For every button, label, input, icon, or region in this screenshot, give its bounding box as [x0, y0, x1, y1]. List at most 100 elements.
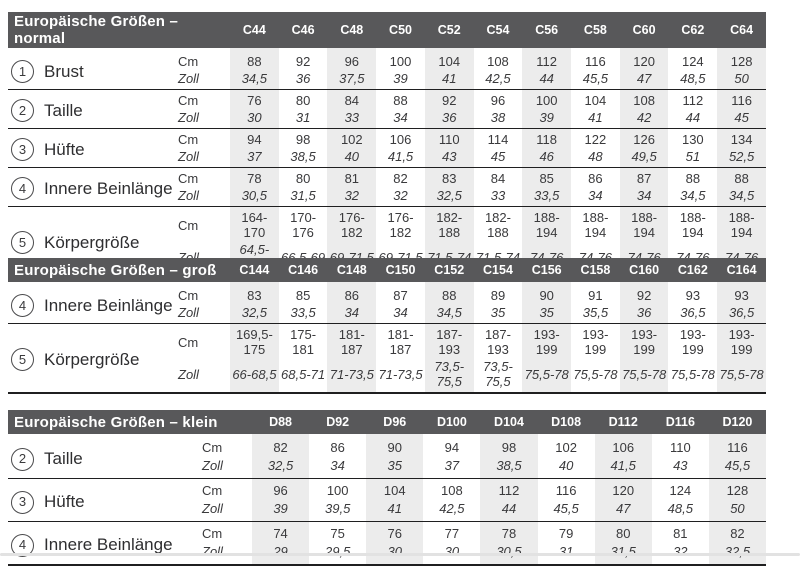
column-header: C152: [424, 258, 474, 282]
value-cell: 80: [594, 521, 652, 543]
value-cell: 77: [444, 526, 460, 541]
column-header: D120: [708, 410, 766, 434]
value-cell: 75,5-78: [670, 366, 715, 382]
value-cell: 34: [588, 188, 603, 203]
value-cell: 120: [594, 478, 652, 500]
unit-label: Cm: [178, 54, 199, 69]
column-header: C62: [668, 12, 718, 48]
value-cell: 112: [522, 48, 572, 70]
table-sizes-normal: Europäische Größen – normal C44 C46 C48 C50 C…: [8, 12, 766, 277]
column-header: C50: [376, 12, 425, 48]
value-cell: 42: [619, 109, 669, 129]
value-cell: 94: [444, 440, 460, 455]
column-header: C144: [230, 258, 279, 282]
row-label-cell: 4 Innere Beinlänge: [8, 168, 176, 207]
column-header: D92: [309, 410, 367, 434]
value-cell: 124: [669, 483, 692, 498]
value-cell: 45: [717, 109, 766, 129]
row-label-cell: 5 Körpergröße: [8, 207, 176, 277]
column-header: D96: [366, 410, 424, 434]
column-header: D104: [480, 410, 538, 434]
row-label: Innere Beinlänge: [44, 179, 173, 198]
value-cell: 45,5: [708, 457, 766, 479]
value-cell: 41: [366, 500, 424, 522]
row-label-cell: 5 Körpergröße: [8, 324, 176, 394]
value-cell: 187-193: [424, 323, 474, 358]
table-sizes-gross: Europäische Größen – groß C144 C146 C148 C15…: [8, 258, 766, 394]
value-cell: 73,5-75,5: [424, 358, 474, 393]
value-cell: 37: [444, 458, 460, 473]
row-label: Innere Beinlänge: [44, 535, 173, 554]
row-label: Körpergröße: [44, 350, 140, 369]
value-cell: 34,5: [717, 187, 766, 207]
measurement-row-group: 4 Innere Beinlänge Cm 78 80 81 82 83 84 85 86 87 88 8…: [8, 167, 766, 207]
value-cell: 35,5: [582, 305, 609, 320]
value-cell: 108: [619, 89, 669, 109]
value-cell: 44: [685, 110, 701, 125]
value-cell: 31: [295, 110, 311, 125]
value-cell: 37,5: [327, 70, 377, 90]
unit-label: Cm: [178, 132, 199, 147]
size-table: Europäische Größen – groß C144 C146 C148 C15…: [8, 258, 766, 394]
value-cell: 46: [522, 148, 572, 168]
value-cell: 108: [487, 54, 509, 69]
value-cell: 66-68,5: [230, 358, 279, 393]
value-cell: 38,5: [480, 457, 538, 479]
unit-label: Cm: [178, 334, 199, 350]
value-cell: 92: [619, 282, 669, 304]
column-header: C54: [473, 12, 523, 48]
unit-label: Zoll: [178, 110, 199, 125]
value-cell: 92: [424, 89, 474, 109]
unit-label: Cm: [178, 171, 199, 186]
value-cell: 36,5: [717, 304, 766, 324]
value-cell: 182-188: [484, 210, 511, 240]
value-cell: 100: [522, 89, 572, 109]
value-cell: 87: [393, 288, 408, 303]
size-table: Europäische Größen – klein D88 D92 D96 D100 D…: [8, 410, 766, 566]
value-cell: 128: [717, 48, 766, 70]
value-cell: 76: [366, 521, 424, 543]
value-cell: 188-194: [619, 206, 669, 241]
column-header: C158: [571, 258, 620, 282]
value-cell: 34: [327, 304, 377, 324]
value-cell: 52,5: [717, 148, 766, 168]
value-cell: 93: [685, 288, 701, 303]
value-cell: 71-73,5: [327, 358, 377, 393]
value-cell: 78: [230, 167, 279, 187]
value-cell: 181-187: [387, 327, 414, 357]
value-cell: 130: [681, 132, 704, 147]
column-header: C146: [278, 258, 328, 282]
value-cell: 193-199: [522, 323, 572, 358]
column-header: C64: [717, 12, 766, 48]
value-cell: 104: [584, 93, 607, 108]
value-cell: 40: [558, 458, 574, 473]
value-cell: 43: [424, 148, 474, 168]
row-label: Innere Beinlänge: [44, 296, 173, 315]
value-cell: 38,5: [290, 149, 316, 164]
value-cell: 34,5: [680, 188, 706, 203]
value-cell: 169,5-175: [230, 323, 279, 358]
value-cell: 181-187: [327, 323, 377, 358]
size-table: Europäische Größen – normal C44 C46 C48 C50 C…: [8, 12, 766, 277]
value-cell: 44: [480, 500, 538, 522]
value-cell: 34: [330, 458, 345, 473]
unit-label: Zoll: [178, 366, 199, 382]
value-cell: 94: [230, 128, 279, 148]
bottom-divider: [0, 553, 800, 556]
value-cell: 82: [252, 434, 310, 457]
value-cell: 35: [366, 457, 424, 479]
value-cell: 102: [555, 440, 577, 455]
value-cell: 86: [327, 282, 377, 304]
value-cell: 50: [708, 500, 766, 522]
value-cell: 126: [619, 128, 669, 148]
value-cell: 106: [594, 434, 652, 457]
value-cell: 164-170: [230, 206, 279, 241]
value-cell: 71-73,5: [378, 366, 423, 382]
column-header: C60: [619, 12, 669, 48]
column-header: C48: [327, 12, 377, 48]
value-cell: 87: [619, 167, 669, 187]
column-header: C52: [424, 12, 474, 48]
value-cell: 44: [522, 70, 572, 90]
unit-label: Cm: [178, 93, 199, 108]
row-number-badge: 2: [11, 99, 34, 122]
